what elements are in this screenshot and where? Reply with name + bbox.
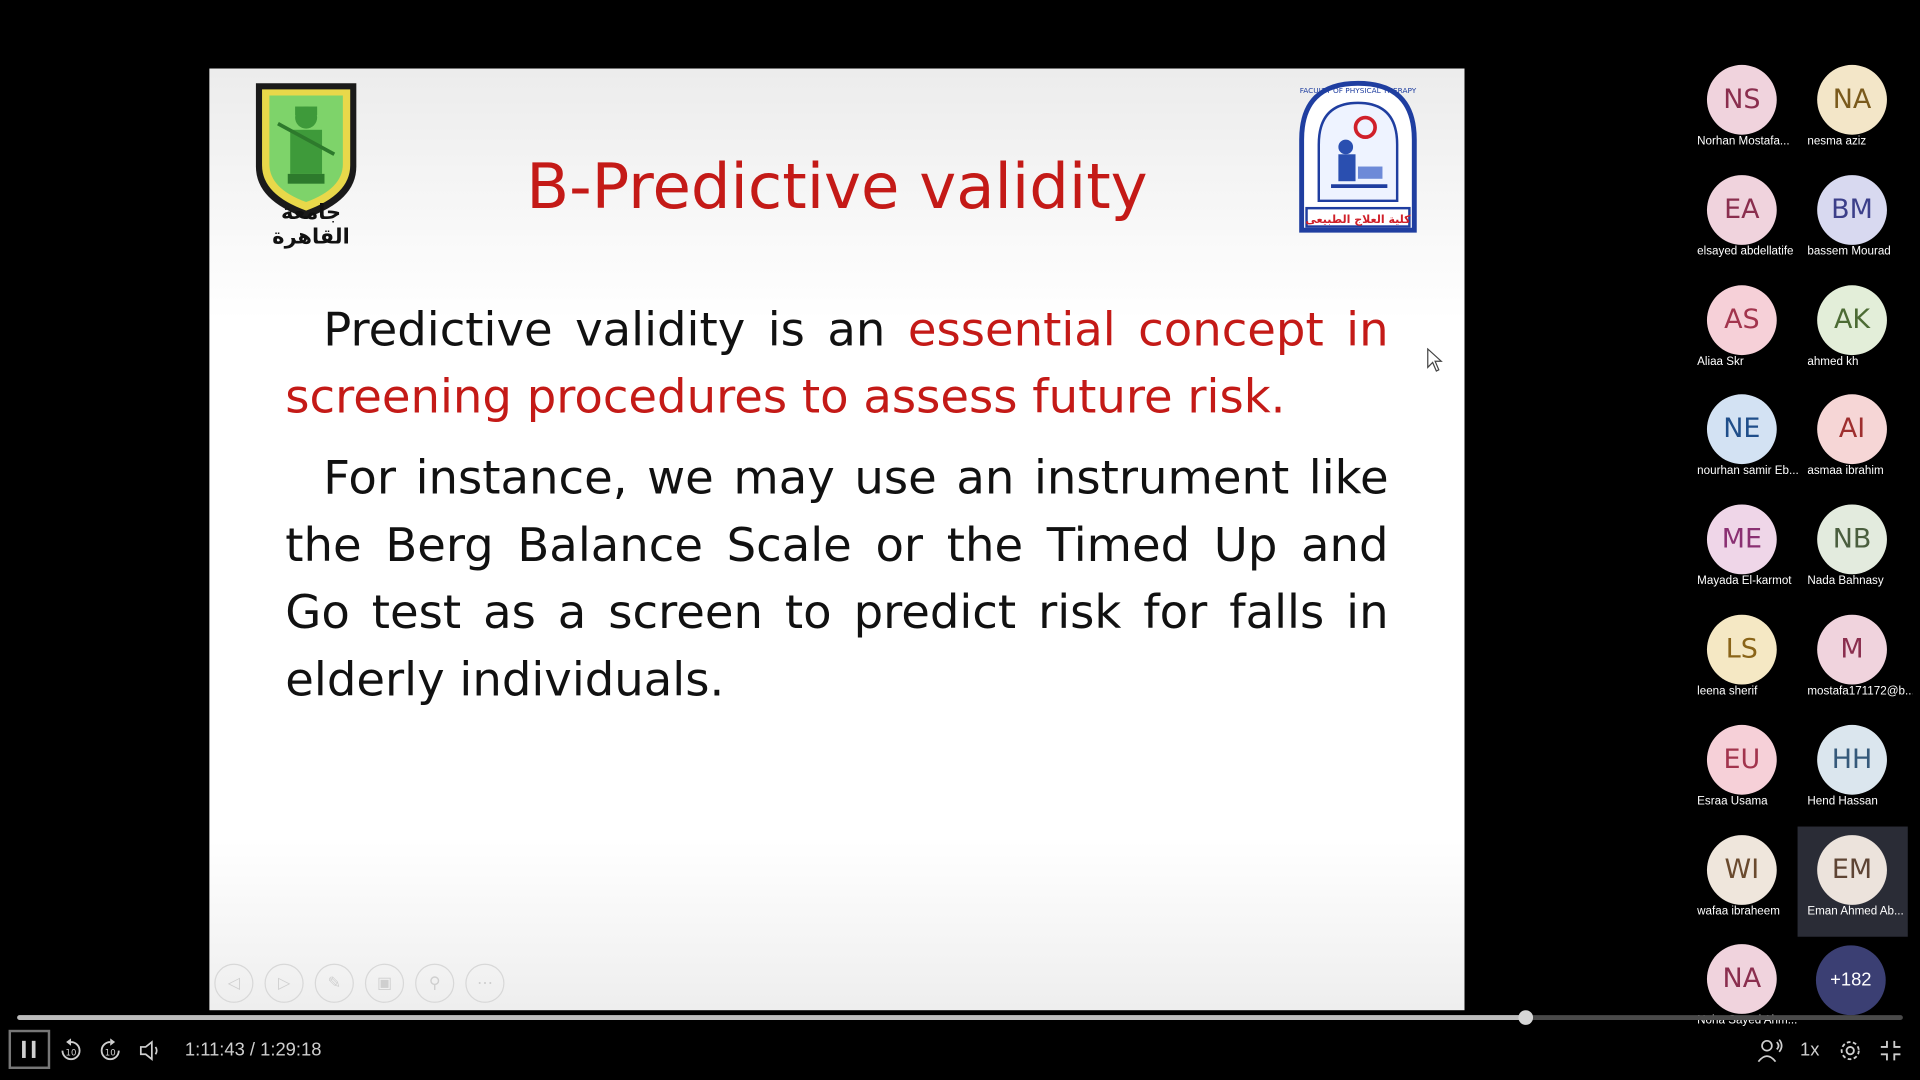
faculty-physical-therapy-logo: FACULTY OF PHYSICAL THERAPY كلية العلاج … [1299,80,1417,233]
progress-fill [17,1015,1526,1021]
participant-tile[interactable]: NE nourhan samir Eb... [1687,386,1799,496]
participant-avatar: NB [1817,504,1887,575]
exit-fullscreen-icon [1880,1040,1901,1061]
participant-name: bassem Mourad [1807,244,1891,259]
participant-name: Hend Hassan [1807,794,1878,808]
time-separator: / [249,1039,256,1061]
participant-name: asmaa ibrahim [1807,464,1884,479]
exit-fullscreen-button[interactable] [1877,1033,1904,1067]
zoom-icon[interactable]: ⚲ [415,963,455,1003]
presentation-slide: جامعة القاهرة FACULTY OF PHYSICAL THERAP… [209,68,1465,1011]
forward-icon: 10 [100,1038,120,1061]
paragraph-1-highlight: essential concept in screening procedure… [285,302,1389,424]
participant-avatar: NE [1706,394,1777,465]
forward-10-button[interactable]: 10 [98,1033,122,1067]
participant-name: wafaa ibraheem [1697,904,1780,918]
participant-avatar: EU [1706,724,1777,795]
participant-name: mostafa171172@b... [1807,684,1913,698]
participant-tile[interactable]: AK ahmed kh [1798,276,1908,386]
pen-icon[interactable]: ✎ [314,963,354,1003]
rewind-10-button[interactable]: 10 [59,1033,83,1067]
participant-avatar: LS [1706,614,1777,685]
participant-avatar: HH [1817,724,1887,795]
settings-button[interactable] [1837,1033,1864,1067]
participant-name: nesma aziz [1807,134,1867,149]
participant-name: Esraa Usama [1697,794,1768,808]
participant-avatar: NA [1817,64,1887,135]
more-options-icon[interactable]: ⋯ [465,963,505,1003]
progress-bar[interactable] [17,1010,1903,1025]
slide-next-icon[interactable]: ▷ [264,963,304,1003]
cairo-university-logo [255,83,357,218]
paragraph-2: For instance, we may use an instrument l… [285,450,1389,707]
logo-right-text: FACULTY OF PHYSICAL THERAPY [1300,86,1417,95]
participant-avatar: AK [1817,284,1887,355]
playback-speed[interactable]: 1x [1800,1039,1820,1061]
volume-button[interactable] [137,1033,164,1067]
participant-avatar: NA [1706,944,1777,1015]
total-time: 1:29:18 [260,1039,322,1061]
playback-time: 1:11:43 / 1:29:18 [185,1040,322,1061]
participant-avatar: ME [1706,504,1777,575]
participant-avatar: EM [1817,834,1887,905]
participant-tile[interactable]: EM Eman Ahmed Ab... [1797,826,1908,937]
pause-button[interactable] [8,1029,51,1069]
participant-tile[interactable]: EU Esraa Usama [1687,716,1797,826]
cairo-university-arabic-text: جامعة القاهرة [272,200,350,250]
slide-body: Predictive validity is an essential conc… [285,296,1388,727]
transcript-button[interactable] [1756,1033,1785,1067]
participant-tile[interactable]: NA nesma aziz [1798,56,1908,166]
participant-avatar: NS [1706,64,1777,135]
participant-tile[interactable]: LS leena sherif [1687,606,1797,716]
current-time: 1:11:43 [184,1039,245,1061]
logo-right-arabic-text: كلية العلاج الطبيعى [1305,213,1411,227]
slides-overview-icon[interactable]: ▣ [364,963,405,1003]
participant-tile[interactable]: ME Mayada El-karmot [1687,496,1797,606]
participant-avatar: AS [1706,284,1777,355]
participant-tile[interactable]: NA Noha Sayed Ahm... [1687,936,1797,1046]
participant-name: elsayed abdellatife [1697,244,1794,259]
rewind-icon: 10 [61,1038,81,1061]
participant-tile[interactable]: BM bassem Mourad [1798,166,1908,276]
participant-tile[interactable]: AS Aliaa Skr [1687,276,1797,386]
participant-tile[interactable]: NB Nada Bahnasy [1798,496,1908,606]
participant-name: Eman Ahmed Ab... [1807,904,1904,918]
participant-avatar: EA [1706,174,1777,245]
volume-icon [139,1040,158,1061]
mouse-cursor-icon [1427,347,1443,372]
participant-tile[interactable]: HH Hend Hassan [1798,716,1908,826]
participant-avatar: WI [1706,834,1777,905]
participant-tile[interactable]: NS Norhan Mostafa... [1687,56,1797,166]
slide-header [209,68,1465,320]
gear-icon [1840,1041,1860,1061]
slide-previous-icon[interactable]: ◁ [214,963,254,1003]
participant-avatar: M [1817,614,1887,685]
speaker-person-icon [1757,1039,1783,1063]
participant-name: ahmed kh [1807,354,1859,369]
participant-name: Norhan Mostafa... [1697,134,1790,149]
participant-avatar: BM [1817,174,1887,245]
participant-tile[interactable]: EA elsayed abdellatife [1687,166,1797,276]
forward-label: 10 [105,1049,116,1059]
participant-tile[interactable]: AI asmaa ibrahim [1798,386,1908,496]
participant-avatar: AI [1817,394,1887,465]
rewind-label: 10 [66,1049,77,1059]
more-participants-badge[interactable]: +182 [1815,945,1886,1016]
progress-knob[interactable] [1518,1010,1534,1025]
paragraph-1-text: Predictive validity is an [323,302,908,357]
participant-name: leena sherif [1697,684,1758,698]
participant-name: nourhan samir Eb... [1697,464,1799,479]
participant-name: Aliaa Skr [1697,354,1744,369]
paragraph-1: Predictive validity is an essential conc… [285,296,1388,431]
slide-controls: ◁ ▷ ✎ ▣ ⚲ ⋯ [214,963,505,1003]
pause-icon [22,1040,36,1058]
participant-name: Nada Bahnasy [1807,574,1884,588]
participant-name: Mayada El-karmot [1697,574,1792,588]
slide-title: B-Predictive validity [526,151,1148,225]
participant-tile[interactable]: WI wafaa ibraheem [1687,826,1797,936]
